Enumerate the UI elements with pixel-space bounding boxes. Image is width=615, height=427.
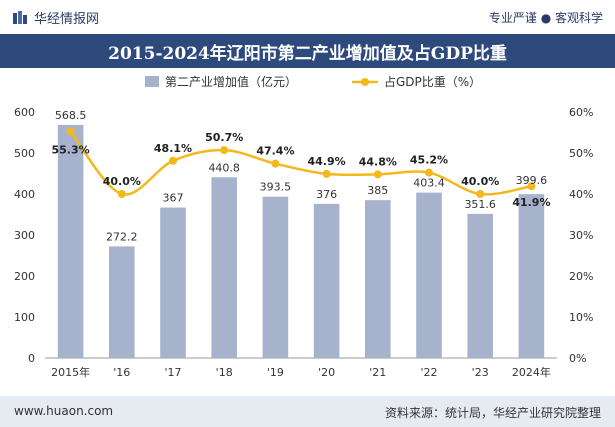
y-right-tick-label: 60% bbox=[569, 106, 593, 119]
y-right-tick-label: 20% bbox=[569, 270, 593, 283]
chart: 第二产业增加值（亿元） 占GDP比重（%） 0 100 200 300 400 500 600 0… bbox=[14, 74, 593, 379]
ratio-point bbox=[66, 127, 75, 136]
footer-source: 资料来源：统计局，华经产业研究院整理 bbox=[384, 406, 601, 420]
bar-value-label: 385 bbox=[367, 184, 388, 197]
y-left-tick-label: 300 bbox=[14, 229, 35, 242]
y-right-tick-label: 10% bbox=[569, 311, 593, 324]
bar-value-label: 393.5 bbox=[260, 181, 292, 194]
bar bbox=[467, 213, 493, 358]
x-tick-label: '20 bbox=[318, 366, 335, 379]
bar-value-label: 376 bbox=[316, 188, 337, 201]
bar-value-label: 568.5 bbox=[55, 109, 87, 122]
ratio-point bbox=[373, 170, 382, 179]
chart-title: 2015-2024年辽阳市第二产业增加值及占GDP比重 bbox=[108, 43, 507, 64]
ratio-point bbox=[476, 190, 485, 198]
bar bbox=[57, 124, 84, 358]
ratio-value-label: 40.0% bbox=[461, 175, 499, 188]
ratio-value-label: 50.7% bbox=[205, 131, 243, 144]
ratio-value-label: 44.8% bbox=[359, 155, 397, 168]
ratio-value-label: 45.2% bbox=[410, 154, 448, 167]
x-tick-label: 2015年 bbox=[51, 365, 90, 379]
footer: www.huaon.com 资料来源：统计局，华经产业研究院整理 bbox=[0, 396, 615, 427]
x-tick-label: '19 bbox=[267, 366, 284, 379]
y-left-tick-label: 0 bbox=[28, 352, 35, 365]
y-right-tick-label: 30% bbox=[569, 229, 593, 242]
y-left-tick-label: 100 bbox=[14, 311, 35, 324]
bar-value-label: 399.6 bbox=[516, 174, 548, 187]
x-tick-label: '23 bbox=[472, 366, 489, 379]
ratio-value-label: 40.0% bbox=[103, 175, 141, 188]
ratio-value-label: 47.4% bbox=[256, 145, 294, 158]
legend-bar-label: 第二产业增加值（亿元） bbox=[165, 74, 297, 89]
y-left-tick-label: 400 bbox=[14, 188, 35, 201]
brand[interactable]: 华经情报网 bbox=[12, 8, 99, 27]
bar-value-label: 351.6 bbox=[464, 198, 496, 211]
ratio-point bbox=[169, 156, 177, 165]
ratio-point bbox=[527, 182, 536, 191]
bar-value-label: 367 bbox=[163, 192, 184, 205]
bar-value-label: 440.8 bbox=[208, 161, 240, 174]
y-right-tick-label: 0% bbox=[569, 352, 586, 365]
brand-logo-icon bbox=[13, 10, 27, 24]
ratio-value-label: 55.3% bbox=[52, 143, 90, 156]
bar bbox=[518, 194, 545, 358]
ratio-value-label: 48.1% bbox=[154, 142, 192, 155]
x-tick-label: '18 bbox=[216, 366, 233, 379]
x-tick-label: '16 bbox=[113, 366, 130, 379]
x-tick-label: '22 bbox=[420, 366, 437, 379]
bar bbox=[416, 192, 442, 358]
brand-name: 华经情报网 bbox=[34, 12, 100, 27]
title-bar: 2015-2024年辽阳市第二产业增加值及占GDP比重 bbox=[0, 34, 615, 68]
ratio-point bbox=[117, 190, 126, 198]
legend-line-label: 占GDP比重（%） bbox=[384, 74, 481, 89]
ratio-line bbox=[69, 130, 532, 196]
top-bar: 华经情报网 专业严谨 ● 客观科学 bbox=[0, 0, 615, 34]
y-left-tick-label: 600 bbox=[14, 106, 35, 119]
footer-url[interactable]: www.huaon.com bbox=[14, 404, 114, 418]
x-tick-label: '21 bbox=[369, 366, 386, 379]
y-left-tick-label: 500 bbox=[14, 147, 35, 160]
tagline: 专业严谨 ● 客观科学 bbox=[488, 11, 603, 25]
bar bbox=[211, 177, 237, 358]
legend-bar-swatch bbox=[145, 76, 159, 87]
bar bbox=[262, 196, 289, 358]
bar bbox=[313, 203, 340, 358]
bar-value-label: 403.4 bbox=[413, 177, 445, 190]
ratio-point bbox=[425, 168, 433, 177]
ratio-value-label: 44.9% bbox=[308, 155, 346, 168]
ratio-point bbox=[271, 159, 280, 168]
x-tick-label: '17 bbox=[164, 366, 181, 379]
bar-value-label: 272.2 bbox=[106, 230, 138, 243]
bar bbox=[109, 246, 135, 358]
bar bbox=[160, 207, 186, 358]
ratio-point bbox=[220, 146, 229, 155]
y-right-tick-label: 40% bbox=[569, 188, 593, 201]
y-left-tick-label: 200 bbox=[14, 270, 35, 283]
y-right-tick-label: 50% bbox=[569, 147, 593, 160]
legend-line-marker bbox=[361, 78, 369, 86]
bar bbox=[365, 200, 391, 358]
ratio-point bbox=[322, 169, 331, 178]
ratio-value-label: 41.9% bbox=[512, 196, 550, 209]
x-tick-label: 2024年 bbox=[512, 365, 551, 379]
